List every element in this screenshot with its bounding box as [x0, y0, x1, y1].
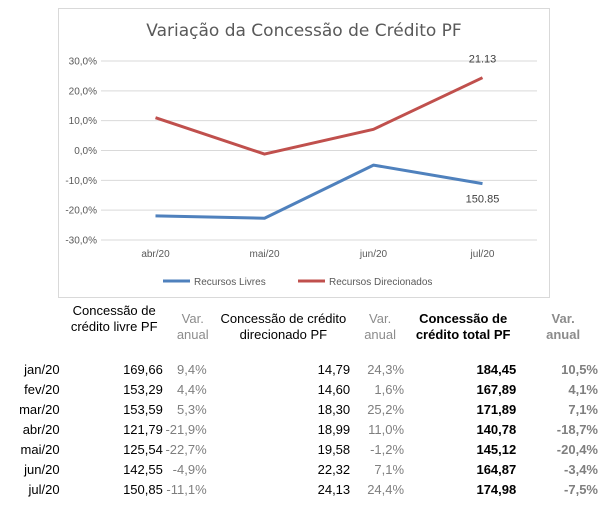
cell-month: mar/20	[19, 402, 60, 417]
cell-var-direcionado: 11,0%	[368, 422, 405, 437]
cell-credito-direcionado: 14,60	[317, 382, 351, 397]
cell-var-livre: -21,9%	[165, 422, 207, 437]
header-var-total: Var. anual	[546, 311, 581, 342]
header-credito-livre: Concessão de crédito livre PF	[70, 303, 158, 334]
cell-credito-total: 145,12	[476, 442, 517, 457]
data-label: 21.13	[469, 54, 497, 66]
table-row: jun/20 142,55 -4,9% 22,32 7,1% 164,87 -3,4%	[0, 460, 606, 480]
cell-var-direcionado: 24,3%	[367, 362, 405, 377]
cell-var-total: 7,1%	[568, 402, 598, 417]
y-tick-label: -30,0%	[65, 236, 97, 247]
cell-var-total: -20,4%	[556, 442, 598, 457]
y-tick-label: 10,0%	[69, 116, 97, 127]
cell-credito-direcionado: 24,13	[317, 482, 351, 497]
series-line	[155, 76, 484, 156]
cell-var-livre: 5,3%	[177, 402, 207, 417]
cell-credito-direcionado: 18,30	[317, 402, 351, 417]
table-row: jan/20 169,66 9,4% 14,79 24,3% 184,45 10,5%	[0, 360, 606, 380]
y-tick-label: 20,0%	[69, 86, 97, 97]
cell-credito-direcionado: 19,58	[317, 442, 351, 457]
cell-credito-total: 167,89	[476, 382, 517, 397]
cell-var-livre: -4,9%	[172, 462, 207, 477]
table-row: abr/20 121,79 -21,9% 18,99 11,0% 140,78 -18,7%	[0, 420, 606, 440]
cell-month: jan/20	[24, 362, 60, 377]
credit-table: Concessão de crédito livre PF Var. anual…	[0, 303, 606, 500]
cell-credito-livre: 150,85	[123, 482, 163, 497]
cell-credito-direcionado: 18,99	[317, 422, 351, 437]
x-tick-label: abr/20	[141, 249, 170, 260]
table-row: mai/20 125,54 -22,7% 19,58 -1,2% 145,12 -20,4%	[0, 440, 606, 460]
y-tick-label: -20,0%	[65, 206, 97, 217]
y-tick-label: 30,0%	[69, 57, 97, 68]
cell-month: abr/20	[22, 422, 60, 437]
cell-credito-livre: 121,79	[123, 422, 163, 437]
cell-credito-direcionado: 14,79	[317, 362, 351, 377]
cell-var-livre: 4,4%	[177, 382, 207, 397]
cell-var-direcionado: -1,2%	[370, 442, 405, 457]
cell-credito-total: 171,89	[476, 402, 517, 417]
cell-var-livre: -22,7%	[165, 442, 207, 457]
cell-credito-total: 184,45	[476, 362, 517, 377]
cell-credito-livre: 153,59	[123, 402, 163, 417]
header-credito-total: Concessão de crédito total PF	[415, 311, 511, 342]
cell-month: jul/20	[28, 482, 60, 497]
y-tick-label: -10,0%	[65, 176, 97, 187]
x-tick-label: jun/20	[359, 249, 388, 260]
cell-var-total: -3,4%	[564, 462, 598, 477]
cell-var-livre: 9,4%	[177, 362, 207, 377]
cell-var-direcionado: 24,4%	[367, 482, 405, 497]
data-label: 150.85	[466, 194, 500, 206]
cell-var-livre: -11,1%	[166, 482, 207, 497]
cell-var-total: 4,1%	[568, 382, 598, 397]
header-credito-direcionado: Concessão de crédito direcionado PF	[220, 311, 347, 342]
cell-credito-livre: 142,55	[123, 462, 163, 477]
cell-credito-total: 174,98	[476, 482, 517, 497]
table-row: jul/20 150,85 -11,1% 24,13 24,4% 174,98 -7,5%	[0, 480, 606, 500]
cell-month: mai/20	[20, 442, 60, 457]
x-tick-label: mai/20	[249, 249, 279, 260]
cell-credito-direcionado: 22,32	[317, 462, 351, 477]
cell-var-direcionado: 1,6%	[374, 382, 405, 397]
cell-var-total: -7,5%	[564, 482, 598, 497]
y-tick-label: 0,0%	[74, 146, 97, 157]
cell-var-direcionado: 25,2%	[367, 402, 405, 417]
table-row: fev/20 153,29 4,4% 14,60 1,6% 167,89 4,1%	[0, 380, 606, 400]
legend-label: Recursos Direcionados	[329, 277, 432, 288]
cell-month: jun/20	[24, 462, 60, 477]
legend-label: Recursos Livres	[194, 277, 266, 288]
series-line	[155, 163, 483, 220]
cell-credito-livre: 125,54	[123, 442, 163, 457]
month-header	[0, 303, 66, 360]
cell-credito-total: 164,87	[476, 462, 517, 477]
table-row: mar/20 153,59 5,3% 18,30 25,2% 171,89 7,1%	[0, 400, 606, 420]
header-var-livre: Var. anual	[176, 311, 209, 342]
cell-credito-livre: 169,66	[123, 362, 163, 377]
chart-title: Variação da Concessão de Crédito PF	[146, 21, 462, 41]
cell-var-total: -18,7%	[556, 422, 598, 437]
cell-var-direcionado: 7,1%	[374, 462, 405, 477]
cell-var-total: 10,5%	[561, 362, 598, 377]
cell-credito-total: 140,78	[476, 422, 517, 437]
cell-credito-livre: 153,29	[123, 382, 163, 397]
line-chart: 30,0% 20,0% 10,0% 0,0% -10,0% -20,0% -30,0% abr…	[65, 54, 537, 288]
table-body: jan/20 169,66 9,4% 14,79 24,3% 184,45 10,5% fev…	[0, 360, 606, 500]
header-var-direcionado: Var. anual	[364, 311, 397, 342]
cell-month: fev/20	[24, 382, 60, 397]
chart-container: Variação da Concessão de Crédito PF 30,0…	[58, 8, 550, 298]
x-tick-label: jul/20	[470, 249, 495, 260]
